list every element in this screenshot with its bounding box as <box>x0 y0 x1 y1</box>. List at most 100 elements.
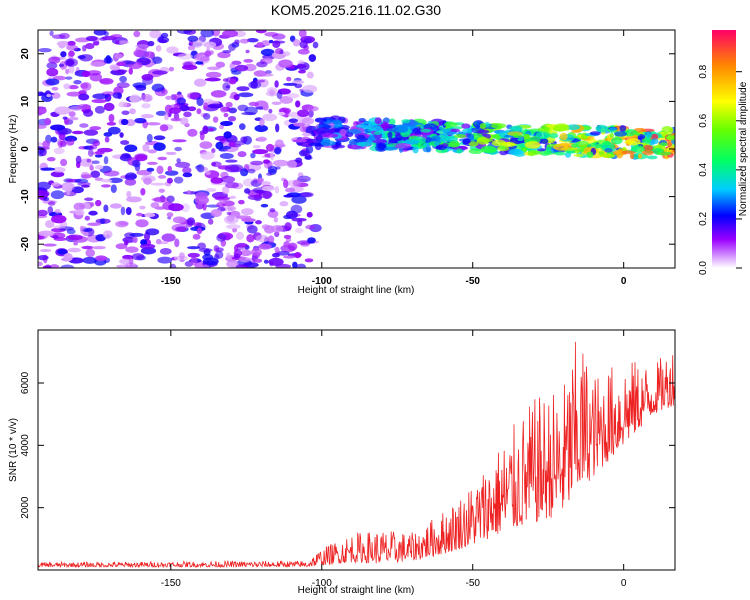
spectrogram-blob <box>119 75 127 83</box>
spectrogram-blob <box>43 243 57 247</box>
spectrogram-blob <box>278 111 286 116</box>
spectrogram-blob <box>223 131 232 139</box>
spectrogram-blob <box>497 145 510 152</box>
spectrogram-ytick-label: 10 <box>20 95 31 107</box>
snr-ytick-label: 4000 <box>20 434 31 457</box>
spectrogram-blob <box>144 212 156 218</box>
spectrogram-blob <box>52 166 66 173</box>
spectrogram-blob <box>63 253 73 262</box>
spectrogram-blob <box>256 136 267 142</box>
spectrogram-blob <box>435 145 447 151</box>
spectrogram-blob <box>87 222 101 227</box>
spectrogram-blob <box>91 98 108 104</box>
snr-frame <box>37 329 676 571</box>
spectrogram-blob <box>135 84 147 91</box>
spectrogram-blob <box>46 93 52 98</box>
spectrogram-blob <box>39 249 52 253</box>
spectrogram-blob <box>262 190 272 200</box>
spectrogram-blob <box>141 74 154 81</box>
spectrogram-blob <box>297 109 310 117</box>
colorbar-tick-label: 0.4 <box>698 162 709 176</box>
spectrogram-blob <box>118 101 128 108</box>
spectrogram-blob <box>193 78 207 87</box>
spectrogram-blob <box>187 35 199 42</box>
spectrogram-blob <box>619 125 627 132</box>
spectrogram-blob <box>273 216 279 223</box>
spectrogram-blob <box>292 261 298 268</box>
spectrogram-blob <box>146 167 155 172</box>
spectrogram-blob <box>88 210 98 216</box>
spectrogram-blob <box>220 175 236 183</box>
spectrogram-blob <box>263 159 271 164</box>
snr-series-line <box>38 341 675 569</box>
spectrogram-blob <box>234 64 249 72</box>
spectrogram-blob <box>292 179 302 187</box>
spectrogram-blob <box>66 44 79 51</box>
spectrogram-blob <box>308 54 317 62</box>
spectrogram-blob <box>384 146 399 151</box>
spectrogram-blob <box>217 51 231 59</box>
spectrogram-blob <box>212 116 219 123</box>
spectrogram-blob <box>176 30 192 34</box>
spectrogram-blob <box>125 206 132 216</box>
spectrogram-blob <box>85 35 98 42</box>
spectrogram-blob <box>271 101 282 106</box>
spectrogram-blob <box>125 246 139 253</box>
spectrogram-blob <box>90 61 105 67</box>
spectrogram-blob <box>479 123 486 130</box>
spectrogram-blob <box>468 148 483 155</box>
spectrogram-blob <box>261 186 276 192</box>
spectrogram-blob <box>190 256 198 266</box>
spectrogram-blob <box>46 62 58 69</box>
spectrogram-blob <box>214 196 231 201</box>
spectrogram-blob <box>75 155 82 165</box>
spectrogram-blob <box>401 119 411 124</box>
spectrogram-blob <box>234 39 240 45</box>
spectrogram-blob <box>170 117 183 122</box>
spectrogram-blob <box>134 117 147 124</box>
spectrogram-blob <box>155 110 167 116</box>
spectrogram-blob <box>101 184 111 188</box>
spectrogram-blob <box>181 64 198 71</box>
spectrogram-blob <box>103 31 109 37</box>
spectrogram-blob <box>78 93 90 101</box>
spectrogram-blob <box>68 116 79 121</box>
spectrogram-blob <box>405 139 420 145</box>
spectrogram-blob <box>110 184 117 193</box>
spectrogram-blob <box>92 245 106 250</box>
spectrogram-blob <box>443 122 458 127</box>
spectrogram-blob <box>244 188 251 194</box>
spectrogram-xtick-label: -100 <box>312 276 332 287</box>
spectrogram-blob <box>60 51 67 58</box>
spectrogram-blob <box>186 246 200 250</box>
spectrogram-blob <box>296 263 306 268</box>
spectrogram-blob <box>374 117 382 125</box>
spectrogram-blob <box>175 161 191 168</box>
spectrogram-blob <box>120 118 129 126</box>
spectrogram-blob <box>229 62 236 70</box>
spectrogram-blob <box>241 112 257 116</box>
spectrogram-blob <box>238 256 251 263</box>
spectrogram-blob <box>246 225 258 234</box>
spectrogram-blob <box>202 257 219 266</box>
spectrogram-blob <box>243 58 254 63</box>
spectrogram-blob <box>226 211 232 216</box>
spectrogram-blob <box>47 206 54 215</box>
spectrogram-blob <box>94 154 103 158</box>
spectrogram-blob <box>207 103 224 109</box>
spectrogram-blob <box>260 48 275 56</box>
spectrogram-blob <box>420 128 432 133</box>
spectrogram-blob <box>104 136 110 143</box>
spectrogram-blob <box>125 61 136 65</box>
spectrogram-blob <box>377 142 387 151</box>
colorbar-tick-label: 0.2 <box>698 212 709 226</box>
spectrogram-blob <box>38 124 47 129</box>
spectrogram-blob <box>259 117 265 127</box>
spectrogram-blob <box>268 108 273 114</box>
spectrogram-blob <box>84 197 94 202</box>
spectrogram-blob <box>158 188 166 193</box>
spectrogram-blob <box>221 185 230 195</box>
spectrogram-blob <box>255 30 267 34</box>
spectrogram-blob <box>292 139 308 143</box>
spectrogram-blob <box>276 250 290 256</box>
